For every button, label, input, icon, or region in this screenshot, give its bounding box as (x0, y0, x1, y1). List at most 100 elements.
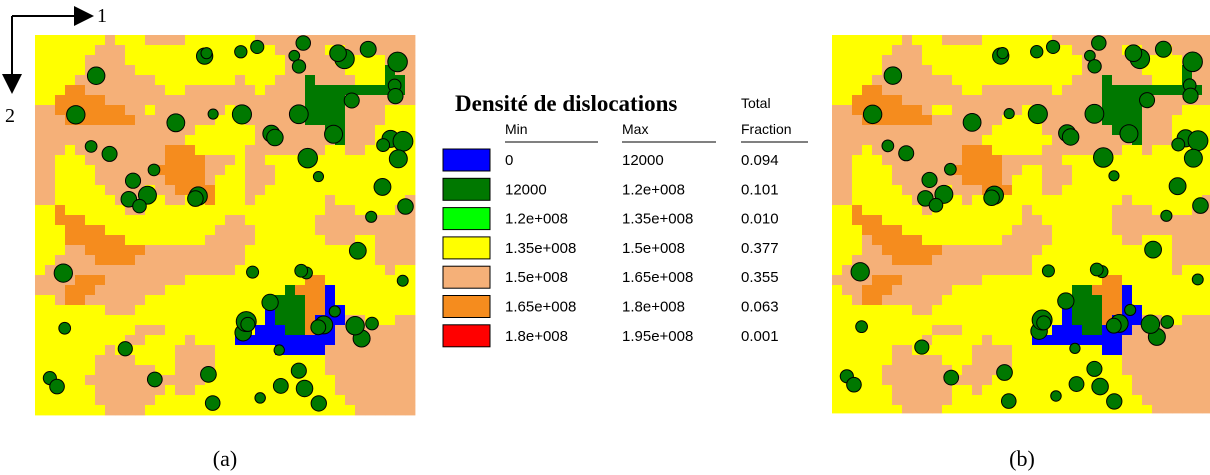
grain-cell (1052, 315, 1063, 326)
grain-cell (325, 255, 336, 266)
grain-cell (922, 115, 933, 126)
grain-cell (912, 335, 923, 346)
small-grain (996, 47, 1009, 60)
grain-cell (1012, 405, 1023, 414)
grain-cell (1152, 225, 1163, 236)
grain-cell (862, 45, 873, 56)
grain-cell (155, 125, 166, 136)
grain-cell (1102, 135, 1113, 146)
grain-cell (295, 95, 306, 106)
grain-cell (842, 45, 853, 56)
grain-cell (355, 95, 366, 106)
grain-cell (265, 275, 276, 286)
grain-cell (345, 65, 356, 76)
grain-cell (165, 345, 176, 356)
grain-cell (892, 325, 903, 336)
grain-cell (215, 145, 226, 156)
grain-cell (1072, 125, 1083, 136)
small-grain (1106, 393, 1123, 410)
grain-cell (215, 285, 226, 296)
grain-cell (275, 185, 286, 196)
grain-cell (982, 335, 993, 346)
grain-cell (125, 45, 136, 56)
grain-cell (365, 395, 376, 406)
grain-cell (932, 225, 943, 236)
grain-cell (1042, 205, 1053, 216)
grain-cell (1122, 85, 1133, 96)
grain-cell (235, 405, 246, 416)
grain-cell (145, 395, 156, 406)
grain-cell (65, 245, 76, 256)
small-grain (1045, 39, 1061, 54)
grain-cell (1012, 245, 1023, 256)
grain-cell (145, 105, 156, 116)
grain-cell (902, 255, 913, 266)
grain-cell (852, 45, 863, 56)
grain-cell (105, 335, 116, 346)
grain-cell (125, 285, 136, 296)
grain-cell (215, 125, 226, 136)
grain-cell (145, 245, 156, 256)
small-grain (962, 112, 982, 132)
grain-cell (375, 65, 386, 76)
grain-cell (922, 405, 933, 414)
grain-cell (145, 115, 156, 126)
grain-cell (1152, 365, 1163, 376)
grain-cell (125, 395, 136, 406)
grain-cell (942, 225, 953, 236)
grain-cell (375, 305, 386, 316)
grain-cell (375, 375, 386, 386)
legend-header: Max (622, 121, 648, 137)
grain-cell (1172, 85, 1183, 96)
grain-cell (125, 305, 136, 316)
grain-cell (295, 375, 306, 386)
grain-cell (1132, 95, 1143, 106)
grain-cell (1002, 135, 1013, 146)
grain-cell (385, 175, 396, 186)
grain-cell (972, 85, 983, 96)
grain-cell (912, 285, 923, 296)
grain-cell (265, 405, 276, 416)
grain-cell (1172, 235, 1183, 246)
legend-fraction: 0.001 (741, 328, 779, 345)
grain-cell (45, 315, 56, 326)
grain-cell (405, 375, 416, 386)
grain-cell (115, 65, 126, 76)
grain-cell (1122, 325, 1133, 336)
grain-cell (175, 55, 186, 66)
grain-cell (265, 145, 276, 156)
grain-cell (115, 105, 126, 116)
grain-cell (185, 325, 196, 336)
grain-cell (225, 225, 236, 236)
grain-cell (405, 305, 416, 316)
grain-cell (832, 175, 843, 186)
grain-cell (1092, 315, 1103, 326)
grain-cell (395, 165, 406, 176)
grain-cell (285, 125, 296, 136)
grain-cell (942, 405, 953, 414)
grain-cell (275, 335, 286, 346)
grain-cell (1002, 225, 1013, 236)
grain-cell (65, 165, 76, 176)
grain-cell (365, 85, 376, 96)
grain-cell (405, 75, 416, 86)
grain-cell (1182, 45, 1193, 56)
grain-cell (1042, 295, 1053, 306)
grain-cell (1032, 75, 1043, 86)
grain-cell (1172, 205, 1183, 216)
grain-cell (1132, 85, 1143, 96)
grain-cell (922, 205, 933, 216)
grain-cell (125, 225, 136, 236)
small-grain (359, 40, 377, 58)
grain-cell (35, 235, 46, 246)
grain-cell (962, 175, 973, 186)
grain-cell (375, 355, 386, 366)
grain-cell (832, 95, 843, 106)
grain-cell (215, 165, 226, 176)
grain-cell (265, 265, 276, 276)
grain-cell (385, 145, 396, 156)
grain-cell (1152, 35, 1163, 46)
grain-cell (1132, 175, 1143, 186)
grain-cell (1152, 395, 1163, 406)
grain-cell (325, 235, 336, 246)
